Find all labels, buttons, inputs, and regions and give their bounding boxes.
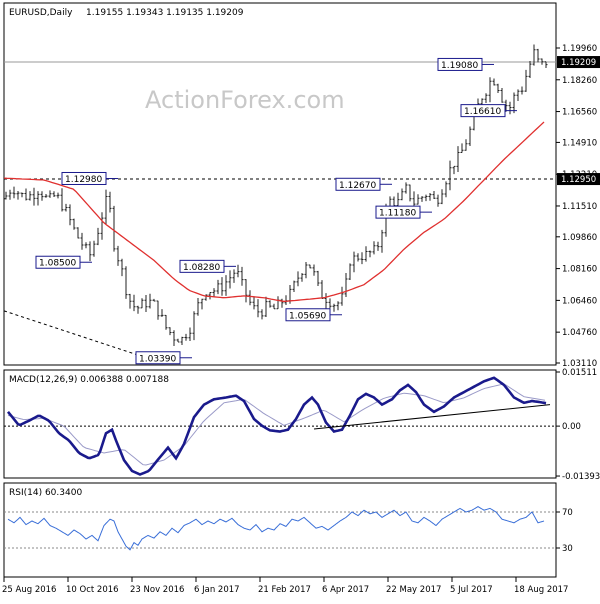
annotation-label: 1.19080: [441, 61, 478, 71]
x-tick-label: 25 Aug 2016: [2, 585, 56, 595]
price-panel: ActionForex.com EURUSD,Daily 1.19155 1.1…: [3, 2, 600, 369]
x-tick-label: 6 Apr 2017: [322, 585, 369, 595]
x-tick-label: 22 May 2017: [386, 585, 441, 595]
price-tick-label: 1.06460: [562, 296, 597, 306]
macd-tick-label: 0.01511: [562, 368, 597, 378]
price-title: EURUSD,Daily: [9, 8, 73, 18]
macd-title: MACD(12,26,9) 0.006388 0.007188: [9, 375, 169, 385]
annotation-label: 1.11180: [379, 209, 416, 219]
annotation-box: [61, 171, 107, 185]
price-tick-label: 1.04760: [562, 328, 597, 338]
price-tick-label: 1.19960: [562, 44, 597, 54]
macd-line: [6, 376, 547, 476]
macd-signal-line: [7, 383, 546, 466]
annotation-box: [437, 57, 483, 71]
price-annotations: 1.12980 1.08500 1.08280 1.03390 1.05690 1.126…: [35, 57, 517, 365]
x-tick-label: 21 Feb 2017: [258, 585, 311, 595]
annotation-box: [135, 351, 181, 365]
rsi-panel: RSI(14) 60.3400 70 30: [3, 482, 573, 578]
moving-average-line: [3, 121, 545, 302]
price-tick-label: 1.08160: [562, 265, 597, 275]
annotation-label: 1.08280: [183, 263, 220, 273]
rsi-tick-label: 30: [562, 544, 573, 554]
annotation-label: 1.03390: [139, 354, 176, 364]
price-tick-label: 1.16560: [562, 108, 597, 118]
annotation-label: 1.08500: [39, 259, 76, 269]
macd-y-axis: 0.01511 0.00 -0.013938: [556, 368, 600, 482]
date-x-axis: 25 Aug 2016 10 Oct 2016 23 Nov 2016 6 Jan 2…: [2, 577, 568, 595]
rsi-tick-label: 70: [562, 508, 573, 518]
macd-panel: MACD(12,26,9) 0.006388 0.007188 0.015110…: [3, 368, 600, 482]
annotation-label: 1.12670: [339, 181, 376, 191]
price-tick-label: 1.14910: [562, 138, 597, 148]
annotation-box: [179, 259, 225, 273]
watermark: ActionForex.com: [145, 86, 345, 114]
rsi-line: [7, 506, 545, 551]
annotation-box: [375, 205, 421, 219]
macd-trendline: [313, 404, 551, 430]
hline-price-label: 1.12950: [561, 175, 596, 185]
annotation-label: 1.16610: [464, 107, 501, 117]
macd-panel-frame: [3, 369, 557, 479]
current-price-label: 1.19209: [561, 58, 596, 68]
macd-tick-label: -0.013938: [562, 472, 600, 482]
x-tick-label: 10 Oct 2016: [66, 585, 119, 595]
annotation-label: 1.12980: [65, 175, 102, 185]
x-tick-label: 18 Aug 2017: [514, 585, 568, 595]
price-tick-label: 1.18260: [562, 76, 597, 86]
price-y-axis: 1.199601.182601.165601.149101.132101.115…: [556, 44, 597, 369]
rsi-panel-frame: [3, 482, 557, 578]
price-tick-label: 1.09860: [562, 233, 597, 243]
hline-price-box: [557, 173, 600, 186]
x-tick-label: 23 Nov 2016: [130, 585, 184, 595]
rsi-y-axis: 70 30: [556, 508, 573, 554]
macd-tick-label: 0.00: [562, 422, 581, 432]
annotation-box: [285, 308, 331, 322]
annotation-box: [35, 255, 81, 269]
price-tick-label: 1.03110: [562, 359, 597, 369]
rsi-title: RSI(14) 60.3400: [9, 488, 82, 498]
x-tick-label: 6 Jan 2017: [194, 585, 240, 595]
annotation-box: [335, 177, 381, 191]
price-tick-label: 1.11510: [562, 202, 597, 212]
candlesticks: [4, 44, 548, 346]
price-ohlc: 1.19155 1.19343 1.19135 1.19209: [86, 8, 244, 18]
hline-price-tag: 1.12950: [557, 173, 600, 186]
annotation-label: 1.05690: [289, 311, 326, 321]
x-tick-label: 5 Jul 2017: [450, 585, 493, 595]
current-price-box: [557, 56, 600, 69]
annotation-box: [460, 104, 506, 118]
current-price-tag: 1.19209: [557, 56, 600, 69]
